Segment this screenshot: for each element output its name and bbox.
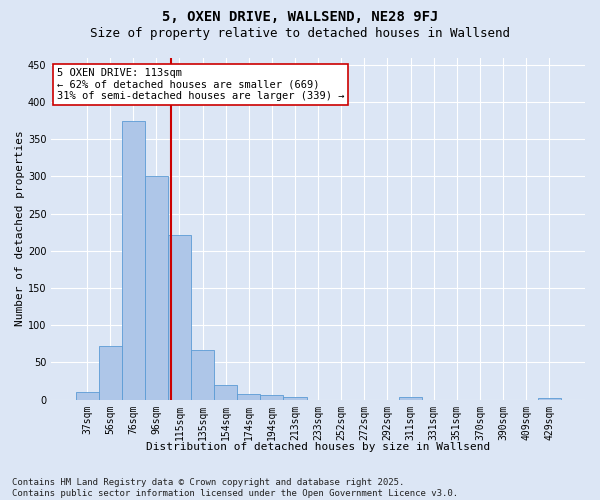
Bar: [237, 394, 260, 400]
Bar: [399, 398, 422, 400]
Bar: [76, 392, 98, 400]
Bar: [260, 395, 283, 400]
Text: 5, OXEN DRIVE, WALLSEND, NE28 9FJ: 5, OXEN DRIVE, WALLSEND, NE28 9FJ: [162, 10, 438, 24]
Text: Contains HM Land Registry data © Crown copyright and database right 2025.
Contai: Contains HM Land Registry data © Crown c…: [12, 478, 458, 498]
Text: Size of property relative to detached houses in Wallsend: Size of property relative to detached ho…: [90, 28, 510, 40]
Bar: [98, 346, 122, 400]
Text: 5 OXEN DRIVE: 113sqm
← 62% of detached houses are smaller (669)
31% of semi-deta: 5 OXEN DRIVE: 113sqm ← 62% of detached h…: [56, 68, 344, 101]
Bar: [214, 384, 237, 400]
Bar: [122, 120, 145, 400]
X-axis label: Distribution of detached houses by size in Wallsend: Distribution of detached houses by size …: [146, 442, 490, 452]
Bar: [538, 398, 561, 400]
Y-axis label: Number of detached properties: Number of detached properties: [15, 130, 25, 326]
Bar: [283, 398, 307, 400]
Bar: [191, 350, 214, 400]
Bar: [145, 176, 168, 400]
Bar: [168, 234, 191, 400]
